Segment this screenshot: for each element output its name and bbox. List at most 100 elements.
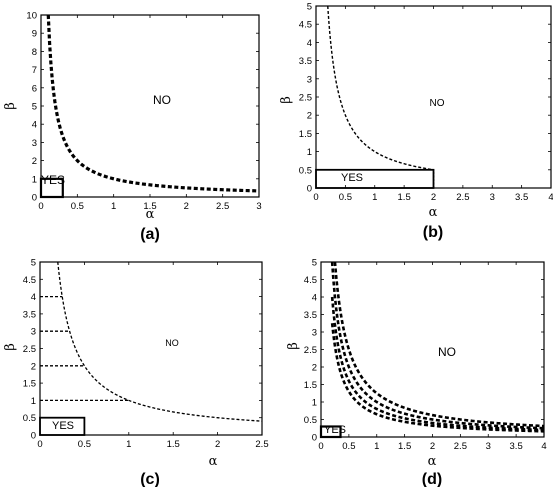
panel-d-y-tick-label: 1 [312, 398, 317, 409]
panel-c-panel-label: (c) [140, 471, 160, 487]
panel-b-y-axis-label: β [279, 96, 294, 104]
panel-a-x-tick-label: 2.5 [216, 201, 229, 212]
panel-d-boundary-curve-2 [330, 296, 545, 432]
panel-b-no-label: NO [430, 98, 445, 109]
panel-d-y-tick-label: 4.5 [304, 275, 317, 286]
panel-a-y-axis-label: β [3, 102, 18, 110]
panel-d-boundary-curve-4 [333, 261, 545, 428]
panel-b-y-tick-label: 1.5 [299, 129, 312, 140]
panel-d-boundary-curve-3 [330, 261, 545, 430]
panel-a-x-axis-label: α [146, 207, 155, 222]
panel-c-x-tick-label: 0 [37, 439, 42, 450]
panel-d-curves [319, 261, 545, 439]
panel-b-boundary-curve-1 [327, 5, 434, 171]
panel-d-x-tick-label: 0 [318, 441, 323, 452]
panel-d-x-tick-label: 0.5 [342, 441, 355, 452]
panel-d-x-tick-label: 1 [374, 441, 379, 452]
panel-b-y-tick-label: 0 [307, 184, 312, 195]
panel-b-x-tick-label: 0.5 [339, 192, 352, 203]
panel-b-x-tick-label: 1 [372, 192, 377, 203]
panel-a-y-tick-label: 1 [32, 174, 37, 185]
panel-d-y-tick-label: 3.5 [304, 310, 317, 321]
panel-c-y-tick-label: 1.5 [23, 379, 36, 390]
panel-d-x-axis-label: α [428, 454, 437, 469]
panel-b-y-tick-label: 1 [307, 147, 312, 158]
panel-c-yes-label: YES [52, 420, 74, 432]
panel-a-ticks: 0 0.5 1 1.5 2 2.5 3 0 1 2 3 4 5 6 7 8 9 10 [26, 11, 261, 213]
panel-a-y-tick-label: 0 [32, 193, 37, 204]
panel-c-x-tick-label: 0.5 [78, 439, 91, 450]
panel-c-y-tick-label: 0 [31, 431, 36, 442]
panel-b: 0 0.5 1 1.5 2 2.5 3 3.5 4 0 0.5 1 1.5 2 2.5 3 3.5 4 4.5 5 N… [279, 2, 553, 242]
panel-b-x-axis-label: α [429, 205, 438, 220]
panel-c-y-tick-label: 1 [31, 396, 36, 407]
panel-c-no-label: NO [165, 338, 179, 348]
panel-c-x-tick-label: 1.5 [167, 439, 180, 450]
panel-b-y-tick-label: 3 [307, 74, 312, 85]
panel-d-y-tick-label: 2 [312, 363, 317, 374]
panel-c-curves [39, 261, 263, 436]
panel-b-yes-label: YES [341, 172, 363, 184]
panel-a-panel-label: (a) [140, 226, 160, 243]
panel-a-y-tick-label: 2 [32, 156, 37, 167]
panel-d-panel-label: (d) [422, 471, 442, 487]
panel-b-y-tick-label: 2 [307, 111, 312, 122]
panel-c-frame [39, 261, 263, 436]
panel-a-y-tick-label: 5 [32, 102, 37, 113]
panel-d-x-tick-label: 3 [486, 441, 491, 452]
panel-b-y-tick-label: 4 [307, 38, 312, 49]
panel-b-ticks: 0 0.5 1 1.5 2 2.5 3 3.5 4 0 0.5 1 1.5 2 2.5 3 3.5 4 4.5 5 [299, 2, 553, 204]
panel-c-y-tick-label: 3.5 [23, 309, 36, 320]
panel-b-x-tick-label: 3.5 [515, 192, 528, 203]
panel-d-x-tick-label: 1.5 [398, 441, 411, 452]
panel-d-no-label: NO [438, 345, 456, 359]
panel-d-ticks: 0 0.5 1 1.5 2 2.5 3 3.5 4 0 0.5 1 1.5 2 2.5 3 3.5 4 4.5 5 [304, 258, 547, 453]
panel-b-y-tick-label: 4.5 [299, 20, 312, 31]
panel-b-frame [315, 5, 552, 189]
panel-d-y-axis-label: β [286, 342, 301, 350]
panel-d-y-tick-label: 2.5 [304, 345, 317, 356]
panel-d-boundary-curve-1 [330, 323, 545, 433]
panel-a-x-tick-label: 1 [111, 201, 116, 212]
panel-a-yes-label: YES [41, 173, 65, 187]
panel-c-y-tick-label: 0.5 [23, 413, 36, 424]
panel-b-x-tick-label: 2.5 [456, 192, 469, 203]
panel-c-y-tick-label: 2 [31, 361, 36, 372]
panel-a-x-tick-label: 3 [256, 201, 261, 212]
panel-b-x-tick-label: 1.5 [398, 192, 411, 203]
panel-a-y-tick-label: 4 [32, 120, 37, 131]
panel-c-x-tick-label: 2.5 [255, 439, 268, 450]
panel-b-x-tick-label: 4 [548, 192, 553, 203]
panel-a: 0 0.5 1 1.5 2 2.5 3 0 1 2 3 4 5 6 7 8 9 10 NO YES α β (a) [3, 11, 262, 244]
panel-b-curves [315, 5, 435, 189]
panel-c-y-tick-label: 2.5 [23, 344, 36, 355]
panel-c-x-tick-label: 1 [126, 439, 131, 450]
panel-b-y-tick-label: 3.5 [299, 56, 312, 67]
panel-b-y-tick-label: 2.5 [299, 93, 312, 104]
panel-a-frame [40, 14, 260, 198]
panel-c: 0 0.5 1 1.5 2 2.5 0 0.5 1 1.5 2 2.5 3 3.5 4 4.5 5 NO YES… [3, 258, 269, 487]
panel-d-yes-label: YES [324, 424, 346, 436]
panel-c-boundary-curve-1 [57, 261, 263, 422]
panel-c-y-tick-label: 4 [31, 292, 36, 303]
panel-b-panel-label: (b) [423, 224, 443, 241]
panel-b-x-tick-label: 2 [431, 192, 436, 203]
panel-b-y-tick-label: 0.5 [299, 165, 312, 176]
panel-d-y-tick-label: 4 [312, 293, 317, 304]
panel-d-y-tick-label: 3 [312, 328, 317, 339]
panel-b-x-tick-label: 3 [490, 192, 495, 203]
panel-c-y-tick-label: 4.5 [23, 275, 36, 286]
panel-c-x-tick-label: 2 [215, 439, 220, 450]
panel-d: 0 0.5 1 1.5 2 2.5 3 3.5 4 0 0.5 1 1.5 2 2.5 3 3.5 4 4.5 5 N… [286, 258, 547, 487]
panel-d-x-tick-label: 4 [541, 441, 546, 452]
panel-d-y-tick-label: 0 [312, 433, 317, 444]
panel-b-y-tick-label: 5 [307, 2, 312, 13]
panel-a-y-tick-label: 10 [26, 11, 37, 22]
panel-a-no-label: NO [153, 93, 171, 107]
panel-a-y-tick-label: 6 [32, 83, 37, 94]
panel-a-x-tick-label: 2 [184, 201, 189, 212]
panel-d-y-tick-label: 1.5 [304, 380, 317, 391]
panel-d-x-tick-label: 2 [430, 441, 435, 452]
panel-d-x-tick-label: 2.5 [454, 441, 467, 452]
